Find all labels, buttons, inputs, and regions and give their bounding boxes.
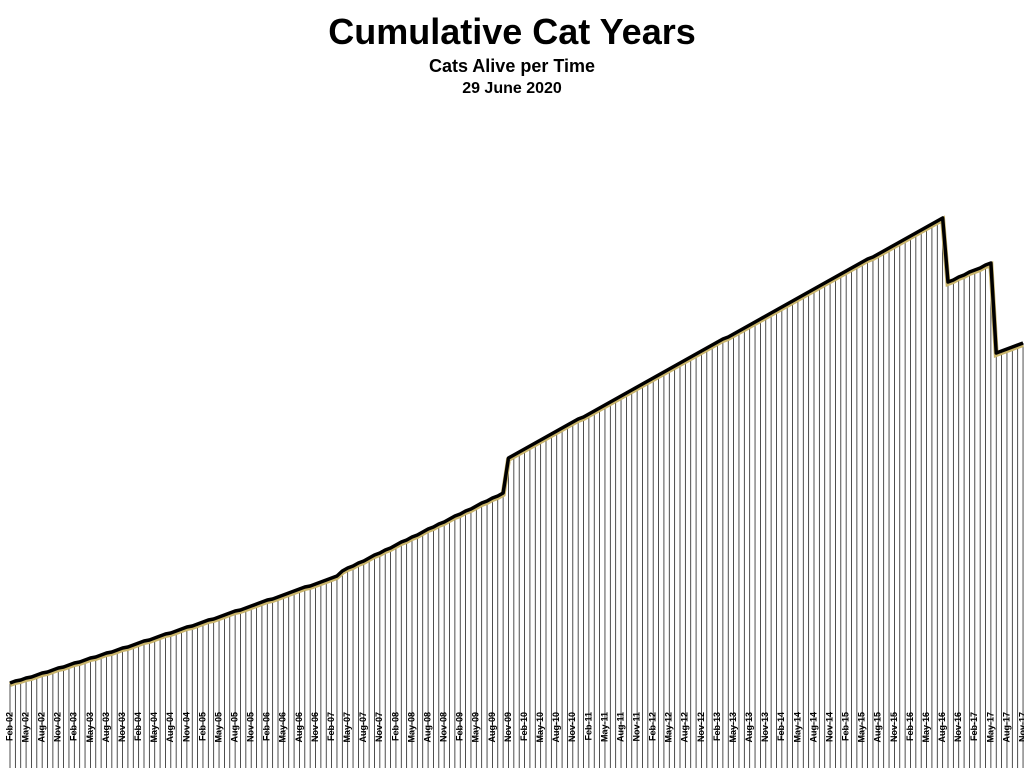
x-tick-label: Feb-03 bbox=[69, 712, 79, 741]
x-tick-label: Aug-15 bbox=[873, 712, 883, 743]
x-tick-label: Nov-10 bbox=[567, 712, 577, 742]
x-tick-label: Feb-05 bbox=[197, 712, 207, 741]
x-tick-label: Aug-11 bbox=[615, 712, 625, 742]
x-tick-label: Nov-17 bbox=[1017, 712, 1024, 742]
x-tick-label: Feb-12 bbox=[648, 712, 658, 741]
x-tick-label: Nov-06 bbox=[310, 712, 320, 742]
x-tick-label: Nov-02 bbox=[53, 712, 63, 742]
chart-date: 29 June 2020 bbox=[462, 80, 562, 97]
x-tick-label: May-16 bbox=[921, 712, 931, 743]
x-tick-label: May-13 bbox=[728, 712, 738, 743]
x-tick-label: May-08 bbox=[406, 712, 416, 743]
x-tick-label: Feb-13 bbox=[712, 712, 722, 741]
x-tick-label: Aug-12 bbox=[680, 712, 690, 743]
x-tick-label: Aug-10 bbox=[551, 712, 561, 743]
x-tick-label: May-07 bbox=[342, 712, 352, 743]
x-tick-label: Nov-05 bbox=[246, 712, 256, 742]
x-tick-label: Feb-15 bbox=[841, 712, 851, 741]
x-tick-label: Nov-03 bbox=[117, 712, 127, 742]
x-tick-label: Aug-06 bbox=[294, 712, 304, 743]
x-tick-label: Feb-02 bbox=[4, 712, 14, 741]
x-tick-label: May-14 bbox=[792, 712, 802, 743]
x-tick-label: Aug-04 bbox=[165, 712, 175, 743]
x-tick-label: Feb-09 bbox=[455, 712, 465, 741]
x-tick-label: Aug-13 bbox=[744, 712, 754, 743]
x-tick-label: May-09 bbox=[471, 712, 481, 743]
x-tick-label: Feb-07 bbox=[326, 712, 336, 741]
x-tick-label: Aug-02 bbox=[37, 712, 47, 743]
x-tick-label: May-12 bbox=[664, 712, 674, 743]
x-tick-label: May-11 bbox=[599, 712, 609, 742]
x-tick-label: Nov-08 bbox=[439, 712, 449, 742]
x-tick-label: May-04 bbox=[149, 712, 159, 743]
x-tick-label: Aug-09 bbox=[487, 712, 497, 743]
x-tick-label: Feb-10 bbox=[519, 712, 529, 741]
x-tick-label: May-10 bbox=[535, 712, 545, 743]
x-tick-label: May-06 bbox=[278, 712, 288, 743]
x-tick-label: Nov-16 bbox=[953, 712, 963, 742]
x-tick-label: May-17 bbox=[985, 712, 995, 743]
x-tick-label: Aug-17 bbox=[1001, 712, 1011, 743]
x-tick-label: Feb-11 bbox=[583, 712, 593, 741]
x-tick-label: Nov-09 bbox=[503, 712, 513, 742]
x-tick-label: May-05 bbox=[213, 712, 223, 743]
chart-title: Cumulative Cat Years bbox=[328, 11, 696, 52]
x-tick-label: Nov-07 bbox=[374, 712, 384, 742]
x-tick-label: Feb-08 bbox=[390, 712, 400, 741]
x-tick-label: Feb-04 bbox=[133, 712, 143, 741]
x-tick-label: Aug-08 bbox=[422, 712, 432, 743]
x-tick-label: Nov-12 bbox=[696, 712, 706, 742]
x-tick-label: Nov-04 bbox=[181, 712, 191, 742]
x-tick-label: Aug-03 bbox=[101, 712, 111, 743]
x-tick-label: Feb-06 bbox=[262, 712, 272, 741]
x-tick-label: May-03 bbox=[85, 712, 95, 743]
area-outline bbox=[9, 216, 1024, 685]
x-tick-label: Nov-14 bbox=[824, 712, 834, 742]
x-tick-label: Aug-07 bbox=[358, 712, 368, 743]
x-tick-label: Aug-05 bbox=[229, 712, 239, 743]
x-tick-label: May-15 bbox=[857, 712, 867, 743]
chart-subtitle: Cats Alive per Time bbox=[429, 56, 595, 76]
x-tick-label: Feb-17 bbox=[969, 712, 979, 741]
x-tick-label: Nov-11 bbox=[631, 712, 641, 742]
x-tick-label: Nov-15 bbox=[889, 712, 899, 742]
x-tick-label: Aug-16 bbox=[937, 712, 947, 743]
x-tick-label: Nov-13 bbox=[760, 712, 770, 742]
x-tick-label: Aug-14 bbox=[808, 712, 818, 743]
x-tick-label: Feb-16 bbox=[905, 712, 915, 741]
x-tick-label: Feb-14 bbox=[776, 712, 786, 741]
x-tick-label: May-02 bbox=[20, 712, 30, 743]
